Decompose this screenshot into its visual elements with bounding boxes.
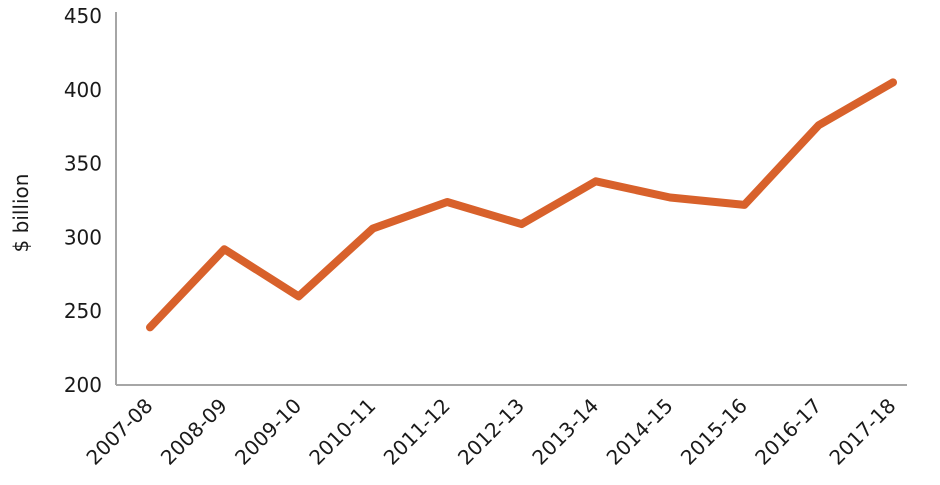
x-tick-label: 2007-08 <box>81 394 157 470</box>
y-tick-label: 300 <box>64 225 102 249</box>
x-tick-label: 2012-13 <box>453 394 529 470</box>
x-tick-label: 2010-11 <box>304 394 380 470</box>
x-tick-label: 2011-12 <box>379 394 455 470</box>
y-axis-ticks: 200 250 300 350 400 450 <box>64 4 102 397</box>
series-line <box>146 78 897 332</box>
y-axis-title: $ billion <box>9 174 33 253</box>
y-tick-label: 250 <box>64 299 102 323</box>
x-tick-label: 2014-15 <box>602 394 678 470</box>
x-tick-label: 2009-10 <box>230 394 306 470</box>
x-tick-label: 2013-14 <box>527 394 603 470</box>
x-tick-label: 2016-17 <box>750 394 826 470</box>
x-tick-label: 2008-09 <box>156 394 232 470</box>
y-tick-label: 450 <box>64 4 102 28</box>
y-tick-label: 200 <box>64 373 102 397</box>
x-tick-label: 2017-18 <box>824 394 900 470</box>
series-group <box>146 78 897 332</box>
y-tick-label: 400 <box>64 78 102 102</box>
y-tick-label: 350 <box>64 152 102 176</box>
x-axis-ticks: 2007-082008-092009-102010-112011-122012-… <box>81 394 900 470</box>
x-tick-label: 2015-16 <box>676 394 752 470</box>
